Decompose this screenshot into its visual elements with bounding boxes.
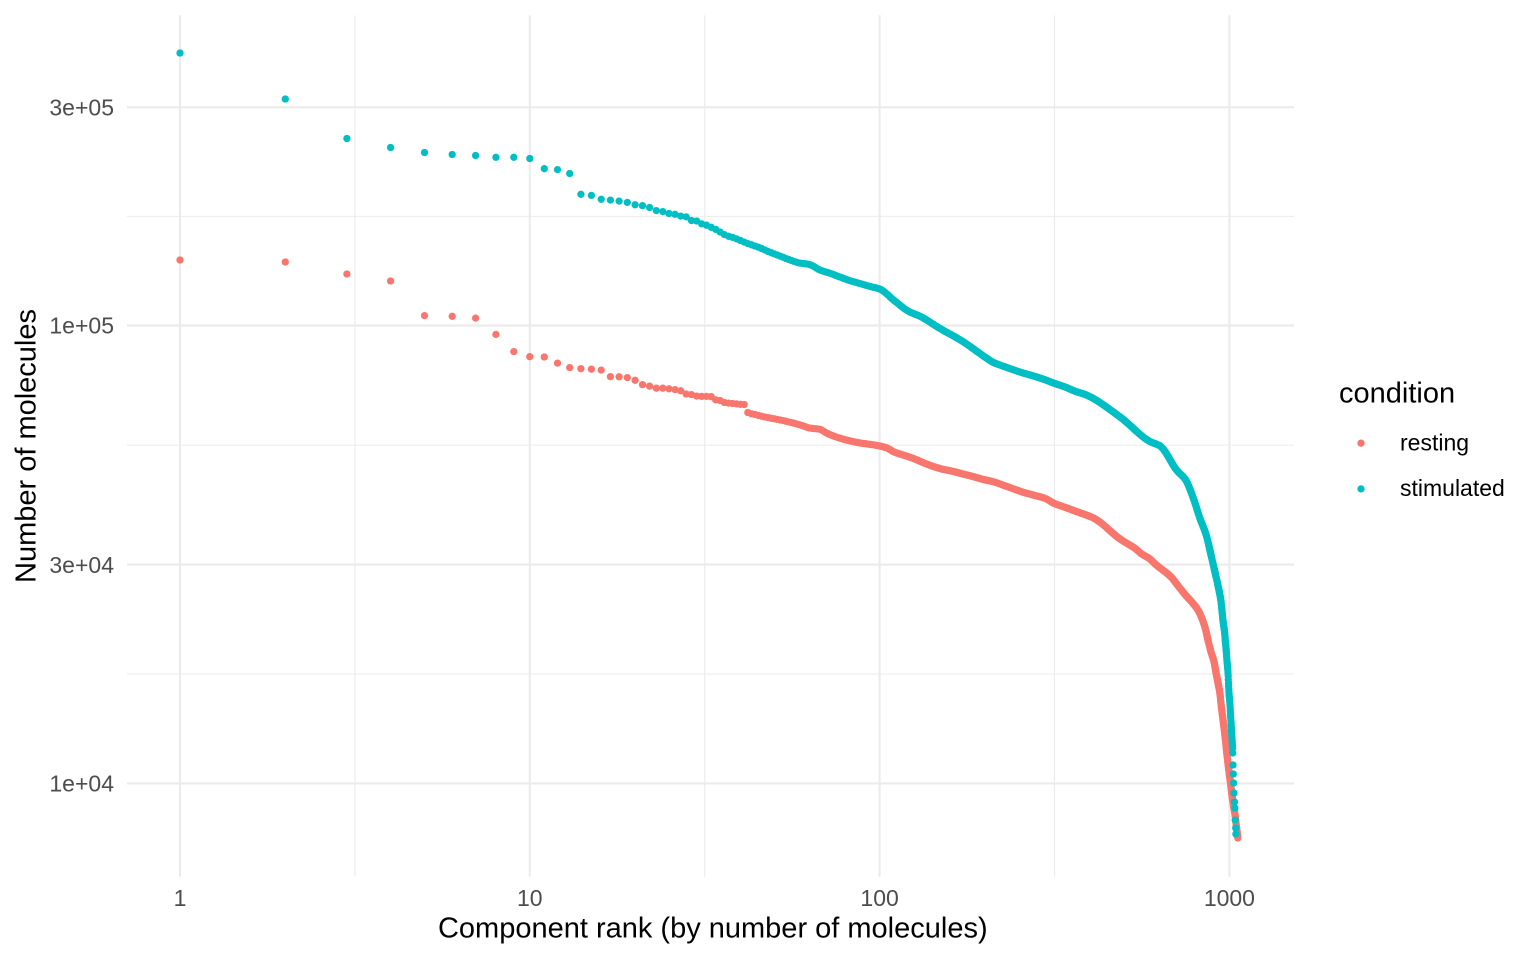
svg-text:1: 1 xyxy=(174,885,187,911)
svg-text:3e+05: 3e+05 xyxy=(49,95,114,121)
svg-text:condition: condition xyxy=(1339,378,1455,410)
svg-text:1e+05: 1e+05 xyxy=(49,313,114,339)
svg-text:resting: resting xyxy=(1400,430,1469,456)
svg-text:1000: 1000 xyxy=(1204,885,1255,911)
svg-text:10: 10 xyxy=(517,885,543,911)
svg-text:100: 100 xyxy=(860,885,898,911)
svg-text:Number of molecules: Number of molecules xyxy=(11,309,43,583)
svg-text:stimulated: stimulated xyxy=(1400,475,1505,501)
svg-text:Component rank (by number of m: Component rank (by number of molecules) xyxy=(438,913,988,945)
svg-text:3e+04: 3e+04 xyxy=(49,552,114,578)
svg-text:1e+04: 1e+04 xyxy=(49,771,114,797)
